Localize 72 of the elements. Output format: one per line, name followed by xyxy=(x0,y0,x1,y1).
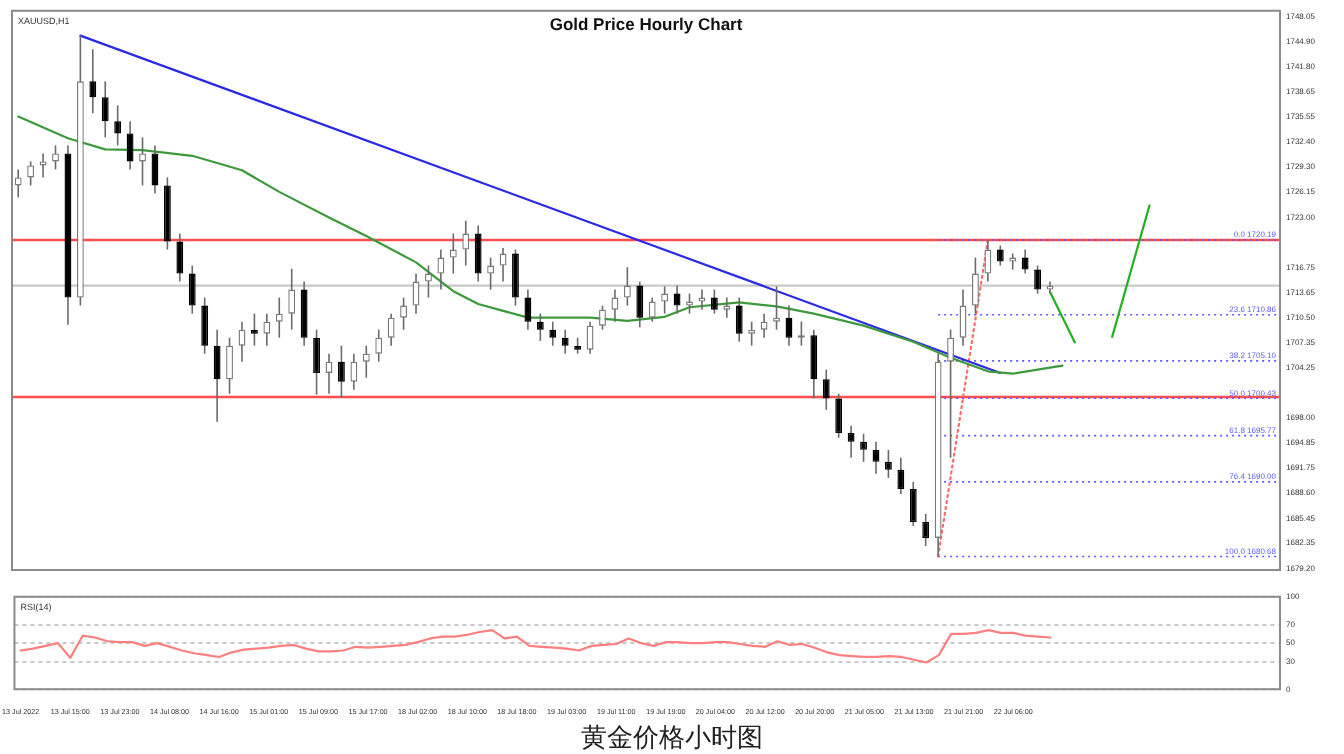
candlestick xyxy=(14,168,22,199)
candlestick xyxy=(89,48,97,115)
candlestick xyxy=(462,219,470,267)
candlestick xyxy=(362,344,370,379)
candlestick xyxy=(735,296,743,343)
candlestick xyxy=(263,312,271,347)
candlestick xyxy=(922,513,930,547)
candlestick xyxy=(586,320,594,355)
candlestick xyxy=(636,280,644,329)
candlestick xyxy=(673,284,681,315)
candlestick xyxy=(226,336,233,395)
candlestick xyxy=(884,449,892,479)
candlestick xyxy=(288,267,296,331)
candlestick xyxy=(275,296,283,339)
candlestick xyxy=(474,224,482,283)
candlestick xyxy=(313,328,320,396)
candlestick xyxy=(623,266,631,307)
candlestick xyxy=(686,292,693,315)
candlestick xyxy=(810,328,818,400)
candlestick xyxy=(611,288,619,323)
candlestick xyxy=(822,368,830,411)
candlestick xyxy=(872,441,880,475)
candlestick xyxy=(648,296,656,323)
candlestick xyxy=(387,312,395,347)
candlestick xyxy=(338,344,345,399)
candlestick xyxy=(760,312,768,339)
candlestick xyxy=(425,264,432,299)
candlestick xyxy=(599,304,606,331)
candlestick xyxy=(499,247,507,283)
candlestick xyxy=(400,296,408,331)
candlestick xyxy=(139,136,146,187)
candlestick xyxy=(860,433,867,463)
candlestick xyxy=(710,288,718,315)
candlestick xyxy=(412,272,420,315)
candlestick xyxy=(972,256,979,315)
candlestick xyxy=(1034,264,1042,295)
candlestick xyxy=(512,248,519,307)
candlestick xyxy=(487,256,495,291)
candlestick xyxy=(375,328,383,363)
candlestick xyxy=(984,239,992,283)
candlestick xyxy=(101,80,109,139)
candlestick xyxy=(947,328,954,459)
candlestick xyxy=(536,312,544,342)
candlestick xyxy=(996,244,1004,267)
candlestick xyxy=(549,320,557,347)
candlestick xyxy=(201,296,209,355)
candlestick xyxy=(437,248,445,291)
candlestick xyxy=(835,392,843,439)
candlestick xyxy=(909,481,917,527)
candlestick xyxy=(325,352,333,395)
candlestick xyxy=(151,144,159,195)
chart-title: Gold Price Hourly Chart xyxy=(549,13,743,34)
candlestick xyxy=(52,144,59,171)
candlestick xyxy=(350,352,358,391)
candlestick xyxy=(524,288,532,331)
candlestick xyxy=(561,328,569,355)
candlestick xyxy=(897,457,905,495)
candlestick xyxy=(238,320,246,363)
candlestick xyxy=(188,264,196,315)
candlestick xyxy=(449,232,457,275)
candlestick xyxy=(661,285,669,315)
candlestick xyxy=(785,304,793,347)
text: 黄金价格小时图 xyxy=(579,720,765,754)
candlestick xyxy=(27,160,35,187)
candlestick xyxy=(300,280,308,347)
candlestick xyxy=(126,120,134,171)
candlestick xyxy=(959,288,967,347)
candlestick xyxy=(1021,248,1029,275)
candlestick xyxy=(213,328,221,423)
candlestick xyxy=(847,424,855,459)
candlestick xyxy=(114,104,122,147)
candlestick xyxy=(176,232,184,283)
